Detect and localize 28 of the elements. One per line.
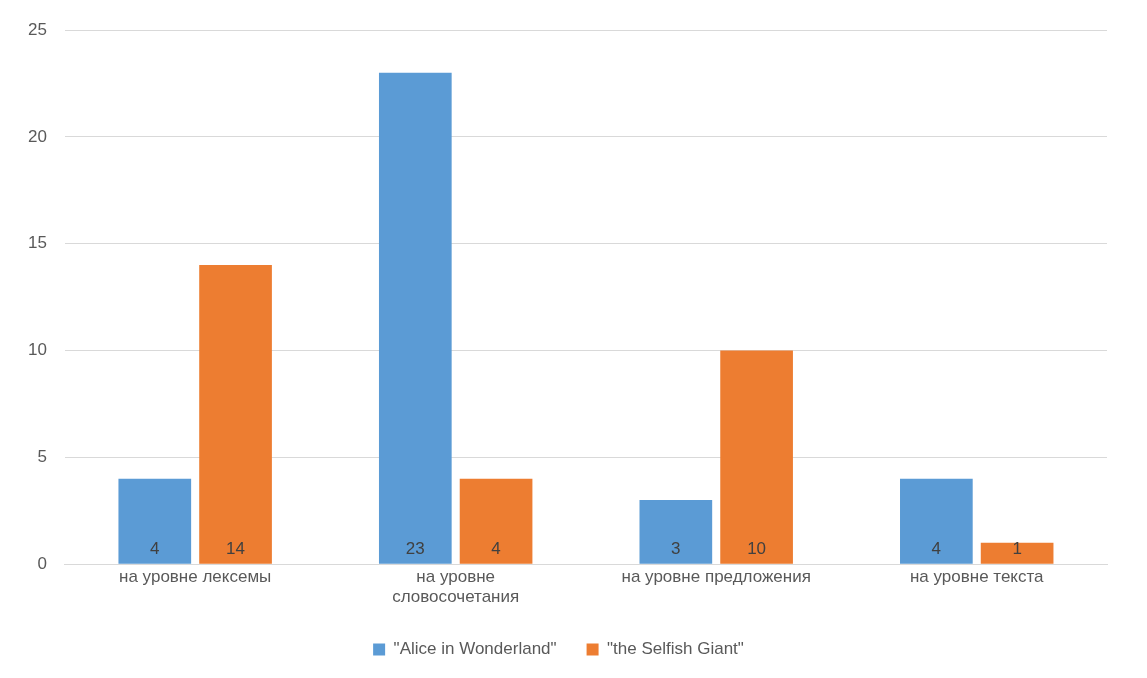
data-label: 3 xyxy=(671,538,681,558)
x-tick-label: на уровне словосочетания xyxy=(392,567,520,607)
bar xyxy=(639,500,713,564)
data-label: 10 xyxy=(747,538,767,558)
bar xyxy=(118,478,192,564)
legend-label: "Alice in Wonderland" xyxy=(393,639,557,659)
data-label: 1 xyxy=(1012,538,1022,558)
bar xyxy=(720,350,793,564)
data-label: 23 xyxy=(405,538,425,558)
data-label: 4 xyxy=(931,538,942,558)
legend-label: "the Selfish Giant" xyxy=(607,639,744,659)
x-tick-label: на уровне лексемы xyxy=(119,567,272,587)
y-tick-label: 10 xyxy=(27,340,47,360)
y-tick-label: 15 xyxy=(27,233,47,253)
data-label: 4 xyxy=(150,538,160,558)
x-tick-label: на уровне текста xyxy=(909,567,1045,587)
bar xyxy=(900,478,973,564)
data-label: 4 xyxy=(491,538,501,558)
y-tick-label: 0 xyxy=(37,553,47,573)
bar xyxy=(459,478,533,564)
data-label: 14 xyxy=(226,538,246,558)
bar xyxy=(980,542,1054,564)
x-tick-label: на уровне предложения xyxy=(621,567,811,587)
bar xyxy=(378,72,452,564)
y-tick-label: 5 xyxy=(37,447,47,467)
bar xyxy=(199,265,272,564)
y-tick-label: 20 xyxy=(27,126,47,146)
y-tick-label: 25 xyxy=(27,19,47,39)
